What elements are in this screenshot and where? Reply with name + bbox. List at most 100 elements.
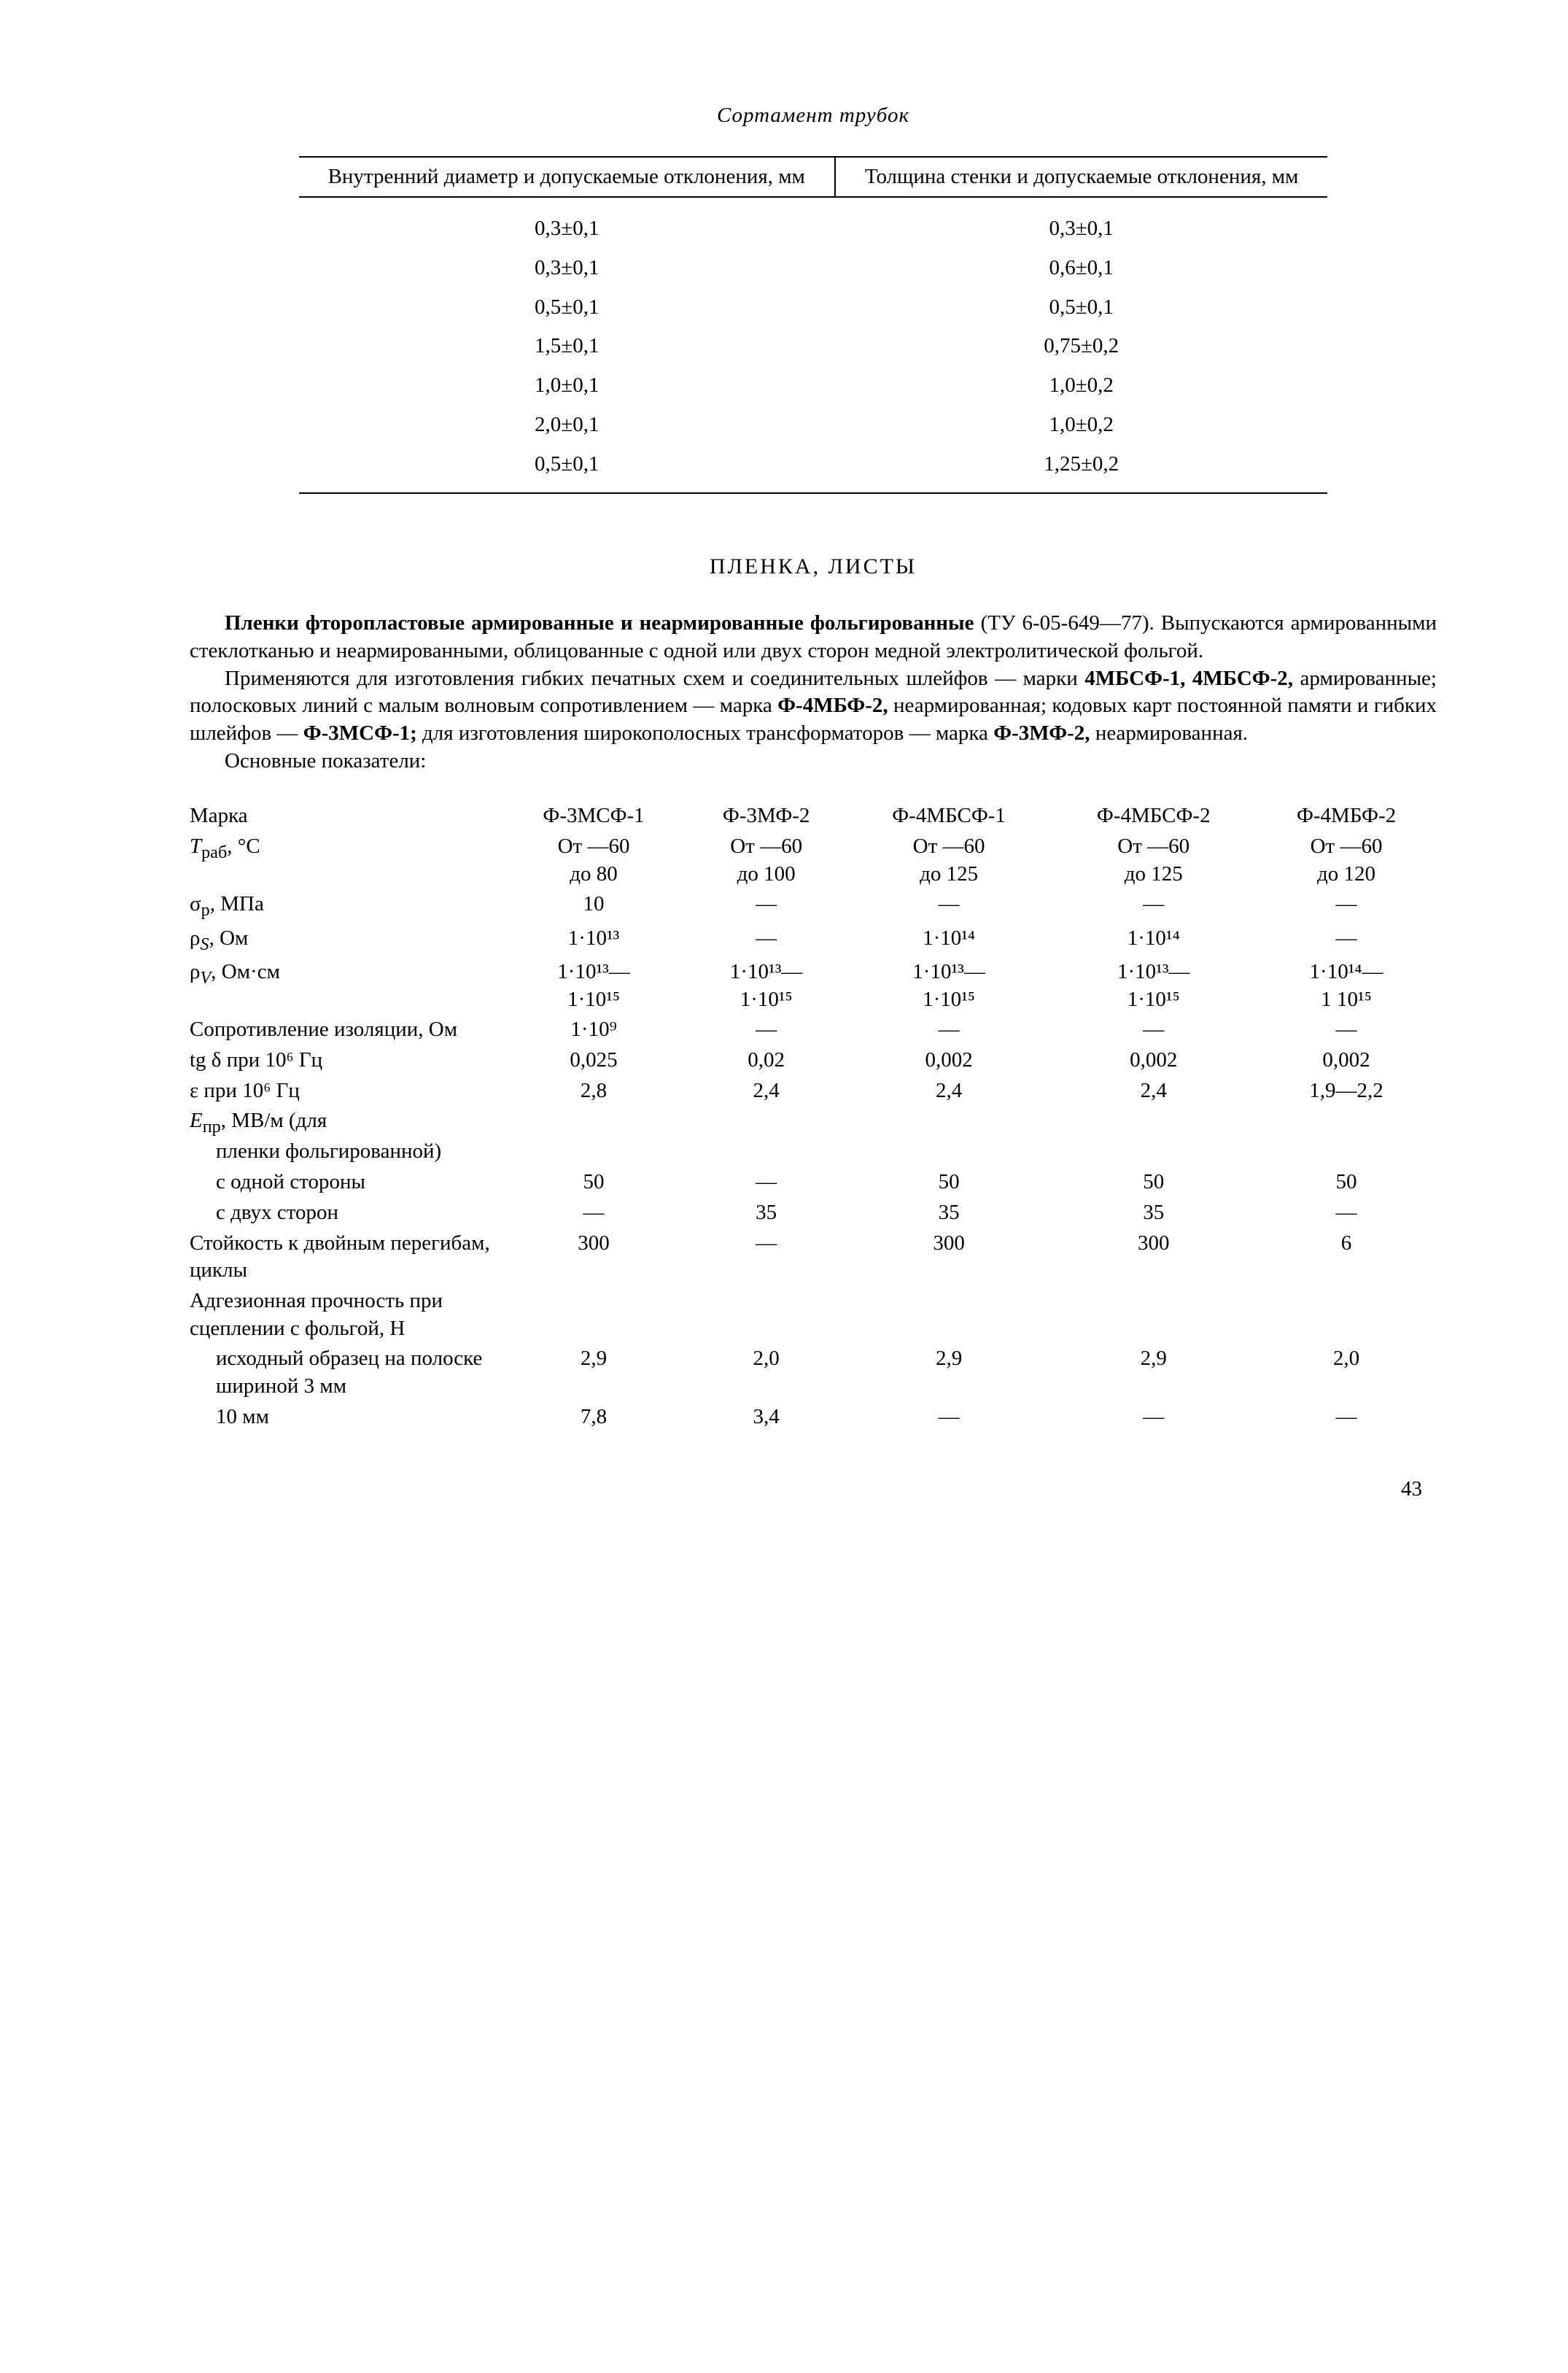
cell: 0,02 — [686, 1045, 847, 1076]
cell-thickness: 0,6±0,1 — [835, 249, 1328, 288]
cell: 1·10¹³—1·10¹⁵ — [686, 957, 847, 1015]
tube-table: Внутренний диаметр и допускае­мые отклон… — [299, 156, 1328, 495]
col-header-thickness: Толщина стенки и допускаемые отклонения,… — [835, 157, 1328, 198]
cell: — — [686, 1167, 847, 1198]
cell-diameter: 0,5±0,1 — [299, 445, 835, 494]
cell: 50 — [1256, 1167, 1437, 1198]
table-row: 0,5±0,11,25±0,2 — [299, 445, 1328, 494]
cell-diameter: 2,0±0,1 — [299, 406, 835, 445]
section-title: ПЛЕНКА, ЛИСТЫ — [190, 552, 1437, 581]
paragraph-2: Применяются для изготовления гибких печа… — [190, 665, 1437, 748]
cell: От —60до 80 — [502, 832, 686, 889]
label: ε при 10⁶ Гц — [190, 1076, 502, 1107]
cell: 1·10¹⁴ — [847, 924, 1052, 957]
cell: 300 — [847, 1228, 1052, 1286]
col-head: Ф-3МСФ-1 — [502, 801, 686, 832]
table-row: Стойкость к двойным пере­гибам, циклы 30… — [190, 1228, 1437, 1286]
cell: 50 — [502, 1167, 686, 1198]
cell: 35 — [847, 1198, 1052, 1228]
cell-diameter: 0,3±0,1 — [299, 249, 835, 288]
table-row: ε при 10⁶ Гц 2,8 2,4 2,4 2,4 1,9—2,2 — [190, 1076, 1437, 1107]
cell: 3,4 — [686, 1402, 847, 1433]
cell: — — [1051, 1402, 1256, 1433]
cell: — — [847, 1402, 1052, 1433]
cell: 300 — [1051, 1228, 1256, 1286]
label: σр, МПа — [190, 889, 502, 923]
text: неармированная. — [1090, 721, 1248, 745]
cell: 2,4 — [847, 1076, 1052, 1107]
label: Адгезионная прочность при сцеплении с фо… — [190, 1286, 502, 1344]
table-row: ρV, Ом·см 1·10¹³—1·10¹⁵ 1·10¹³—1·10¹⁵ 1·… — [190, 957, 1437, 1015]
table-row: с одной сто­роны 50 — 50 50 50 — [190, 1167, 1437, 1198]
cell-thickness: 1,0±0,2 — [835, 366, 1328, 406]
cell: 0,002 — [1051, 1045, 1256, 1076]
table-caption: Сортамент трубок — [190, 102, 1437, 130]
cell: 7,8 — [502, 1402, 686, 1433]
label: 10 мм — [190, 1402, 502, 1433]
label: tg δ при 10⁶ Гц — [190, 1045, 502, 1076]
cell: — — [502, 1198, 686, 1228]
cell: 2,8 — [502, 1076, 686, 1107]
cell-thickness: 0,5±0,1 — [835, 288, 1328, 328]
table-row: Tраб, °C От —60до 80 От —60до 100 От —60… — [190, 832, 1437, 889]
paragraph-1: Пленки фторопластовые армированные и неа… — [190, 610, 1437, 665]
text: для изготовления широкополосных трансфор… — [417, 721, 993, 745]
cell: — — [1256, 889, 1437, 923]
cell: 1·10¹³—1·10¹⁵ — [1051, 957, 1256, 1015]
col-head: Ф-4МБСФ-1 — [847, 801, 1052, 832]
label: ρV, Ом·см — [190, 957, 502, 1015]
cell: От —60до 125 — [847, 832, 1052, 889]
params-table: Марка Ф-3МСФ-1 Ф-3МФ-2 Ф-4МБСФ-1 Ф-4МБСФ… — [190, 801, 1437, 1432]
cell: — — [1256, 924, 1437, 957]
cell: — — [1256, 1198, 1437, 1228]
cell: 35 — [1051, 1198, 1256, 1228]
bold-text: Ф-3МФ-2, — [993, 721, 1090, 745]
cell: — — [847, 889, 1052, 923]
bold-text: Пленки фторопластовые армированные и неа… — [225, 611, 974, 635]
col-head: Ф-4МБФ-2 — [1256, 801, 1437, 832]
col-head: Ф-3МФ-2 — [686, 801, 847, 832]
table-row: 0,3±0,10,6±0,1 — [299, 249, 1328, 288]
cell: — — [1256, 1015, 1437, 1045]
cell: — — [686, 889, 847, 923]
table-row: Сопротивление изоляции, Ом 1·10⁹ — — — — — [190, 1015, 1437, 1045]
cell: От —60до 125 — [1051, 832, 1256, 889]
cell-diameter: 0,3±0,1 — [299, 197, 835, 249]
label: Eпр, МВ/м (для пленки фоль­гированной) — [190, 1106, 502, 1167]
cell: 1·10⁹ — [502, 1015, 686, 1045]
paragraph-3: Основные показатели: — [190, 748, 1437, 775]
cell: 35 — [686, 1198, 847, 1228]
cell: 1·10¹³—1·10¹⁵ — [502, 957, 686, 1015]
label: с одной сто­роны — [190, 1167, 502, 1198]
label: Стойкость к двойным пере­гибам, циклы — [190, 1228, 502, 1286]
cell: 2,0 — [1256, 1344, 1437, 1401]
cell: — — [847, 1015, 1052, 1045]
cell-diameter: 1,0±0,1 — [299, 366, 835, 406]
label: с двух сторон — [190, 1198, 502, 1228]
cell: 2,0 — [686, 1344, 847, 1401]
cell-thickness: 1,0±0,2 — [835, 406, 1328, 445]
label: Марка — [190, 801, 502, 832]
table-row: Марка Ф-3МСФ-1 Ф-3МФ-2 Ф-4МБСФ-1 Ф-4МБСФ… — [190, 801, 1437, 832]
cell: 50 — [1051, 1167, 1256, 1198]
cell-thickness: 0,3±0,1 — [835, 197, 1328, 249]
table-row: ρS, Ом 1·10¹³ — 1·10¹⁴ 1·10¹⁴ — — [190, 924, 1437, 957]
cell: — — [1256, 1402, 1437, 1433]
table-row: Адгезионная прочность при сцеплении с фо… — [190, 1286, 1437, 1344]
cell-diameter: 1,5±0,1 — [299, 327, 835, 366]
cell: 10 — [502, 889, 686, 923]
bold-text: 4МБСФ-1, 4МБСФ-2, — [1084, 667, 1293, 690]
cell: — — [686, 1228, 847, 1286]
cell: 2,9 — [847, 1344, 1052, 1401]
cell-thickness: 0,75±0,2 — [835, 327, 1328, 366]
cell: 2,4 — [686, 1076, 847, 1107]
cell: — — [686, 1015, 847, 1045]
table-row: исходный об­разец на по­лоске шири­ной 3… — [190, 1344, 1437, 1401]
label: Сопротивление изоляции, Ом — [190, 1015, 502, 1045]
table-row: Eпр, МВ/м (для пленки фоль­гированной) — [190, 1106, 1437, 1167]
cell: — — [686, 924, 847, 957]
table-row: 1,0±0,11,0±0,2 — [299, 366, 1328, 406]
table-row: 0,5±0,10,5±0,1 — [299, 288, 1328, 328]
cell: — — [1051, 1015, 1256, 1045]
table-row: 0,3±0,10,3±0,1 — [299, 197, 1328, 249]
